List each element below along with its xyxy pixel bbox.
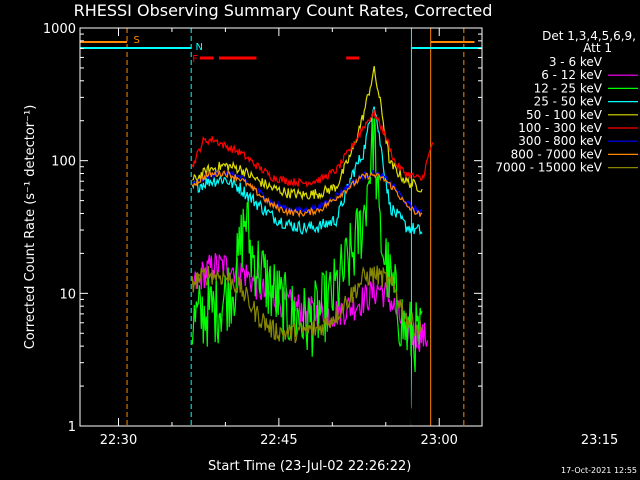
series-line: [192, 66, 423, 201]
x-axis-label: Start Time (23-Jul-02 22:26:22): [208, 459, 411, 474]
chart-title: RHESSI Observing Summary Count Rates, Co…: [74, 1, 493, 20]
legend-entry-label: 7000 - 15000 keV: [495, 161, 602, 175]
legend-entry-label: 50 - 100 keV: [526, 108, 603, 122]
night-marker: N: [195, 42, 202, 53]
series-line: [191, 277, 418, 427]
axis-ticks: 22:3022:4523:0023:1523:3023:4500:0011010…: [43, 22, 618, 448]
plot-frame: [79, 27, 483, 427]
y-tick-label: 1: [68, 420, 76, 435]
y-axis-label: Corrected Count Rate (s⁻¹ detector⁻¹): [23, 105, 38, 350]
legend-entry-label: 300 - 800 keV: [518, 134, 602, 148]
legend-header-1: Det 1,3,4,5,6,9,: [542, 29, 636, 43]
y-tick-label: 100: [51, 155, 76, 170]
overlay-layer: S NF: [79, 28, 483, 426]
series-line: [191, 108, 434, 188]
legend-entry-label: 3 - 6 keV: [549, 55, 603, 69]
series-line: [191, 106, 423, 236]
legend-entry-label: 25 - 50 keV: [534, 95, 603, 109]
x-tick-label: 22:45: [260, 433, 297, 448]
x-tick-label: 23:00: [420, 433, 457, 448]
series-layer: [191, 66, 434, 427]
timestamp: 17-Oct-2021 12:55: [561, 466, 637, 475]
flare-marker: F: [192, 54, 198, 65]
saa-marker: S: [133, 35, 139, 46]
y-tick-label: 1000: [43, 22, 76, 37]
x-tick-label: 23:15: [581, 433, 618, 448]
legend-entry-label: 12 - 25 keV: [534, 81, 603, 95]
legend-entry-label: 100 - 300 keV: [518, 121, 602, 135]
y-tick-label: 10: [59, 287, 76, 302]
series-line: [191, 265, 423, 344]
x-tick-label: 22:30: [100, 433, 137, 448]
series-line: [191, 114, 423, 372]
legend-entry-label: 800 - 7000 keV: [511, 147, 603, 161]
series-line: [191, 169, 423, 219]
legend-header-2: Att 1: [583, 41, 612, 55]
legend-entry-label: 6 - 12 keV: [541, 68, 603, 82]
